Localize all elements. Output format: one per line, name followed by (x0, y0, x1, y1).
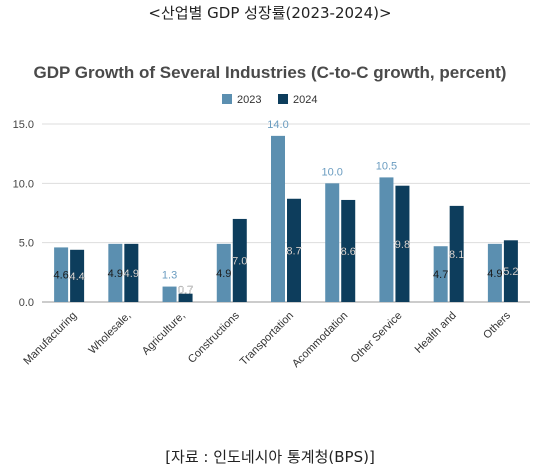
category-label: Transportation (238, 310, 296, 368)
data-label: 4.7 (433, 269, 448, 281)
data-label: 8.7 (286, 245, 301, 257)
data-label: 10.5 (376, 160, 397, 172)
category-label: Agriculture, (140, 310, 188, 358)
bar (449, 205, 464, 302)
category-label: Health and (413, 310, 459, 356)
bar (287, 198, 301, 302)
bar (232, 218, 247, 302)
bar (341, 199, 356, 302)
data-label: 8.1 (449, 249, 464, 261)
chart-grid: 0.0 5.0 10.0 15.0 (13, 119, 530, 309)
bar (178, 293, 193, 302)
chart-bars (54, 135, 518, 302)
y-tick-label: 0.0 (19, 297, 34, 309)
data-label: 4.4 (69, 271, 84, 283)
bar (395, 185, 410, 302)
y-tick-label: 10.0 (13, 178, 34, 190)
legend-label: 2023 (237, 94, 261, 106)
y-tick-label: 15.0 (13, 119, 34, 131)
data-label: 9.8 (395, 239, 410, 251)
chart-data-labels: 4.6 4.4 4.9 4.9 1.30.74.97.014.08.710.08.610… (53, 119, 518, 297)
category-label: Constructions (186, 309, 242, 365)
data-label: 5.2 (503, 266, 518, 278)
category-label: Others (481, 309, 513, 341)
chart-legend: 2023 2024 (222, 94, 317, 106)
chart-category-labels: Manufacturing Wholesale, Agriculture,Const… (21, 309, 513, 370)
bar (124, 243, 139, 302)
data-label: 4.6 (53, 270, 68, 282)
bar (216, 243, 231, 302)
bar (325, 183, 340, 302)
data-label: 4.9 (124, 268, 139, 280)
data-label: 4.9 (108, 268, 123, 280)
legend-label: 2024 (293, 94, 317, 106)
bar (503, 240, 518, 302)
source-note: [자료 : 인도네시아 통계청(BPS)] (165, 448, 375, 466)
data-label: 4.9 (216, 268, 231, 280)
chart-title: GDP Growth of Several Industries (C-to-C… (34, 63, 507, 82)
bar (271, 135, 285, 302)
bar (487, 243, 502, 302)
legend-swatch (222, 94, 232, 104)
legend-swatch (278, 94, 288, 104)
category-label: Wholesale, (86, 310, 133, 357)
bar (70, 249, 85, 302)
data-label: 1.3 (162, 270, 177, 282)
bar (54, 247, 69, 302)
growth-bar-chart: GDP Growth of Several Industries (C-to-C… (13, 63, 530, 370)
bar (379, 177, 394, 302)
data-label: 8.6 (341, 246, 356, 258)
y-tick-label: 5.0 (19, 238, 34, 250)
bar (108, 243, 123, 302)
bar (162, 286, 177, 302)
category-label: Manufacturing (21, 310, 79, 368)
data-label: 0.7 (178, 285, 193, 297)
data-label: 4.9 (487, 268, 502, 280)
data-label: 14.0 (267, 119, 288, 131)
category-label: Acommodation (290, 310, 350, 370)
data-label: 7.0 (232, 255, 247, 267)
page-title: <산업별 GDP 성장률(2023-2024)> (148, 4, 392, 22)
bar (433, 246, 448, 302)
data-label: 10.0 (322, 166, 343, 178)
category-label: Other Service (349, 310, 405, 366)
